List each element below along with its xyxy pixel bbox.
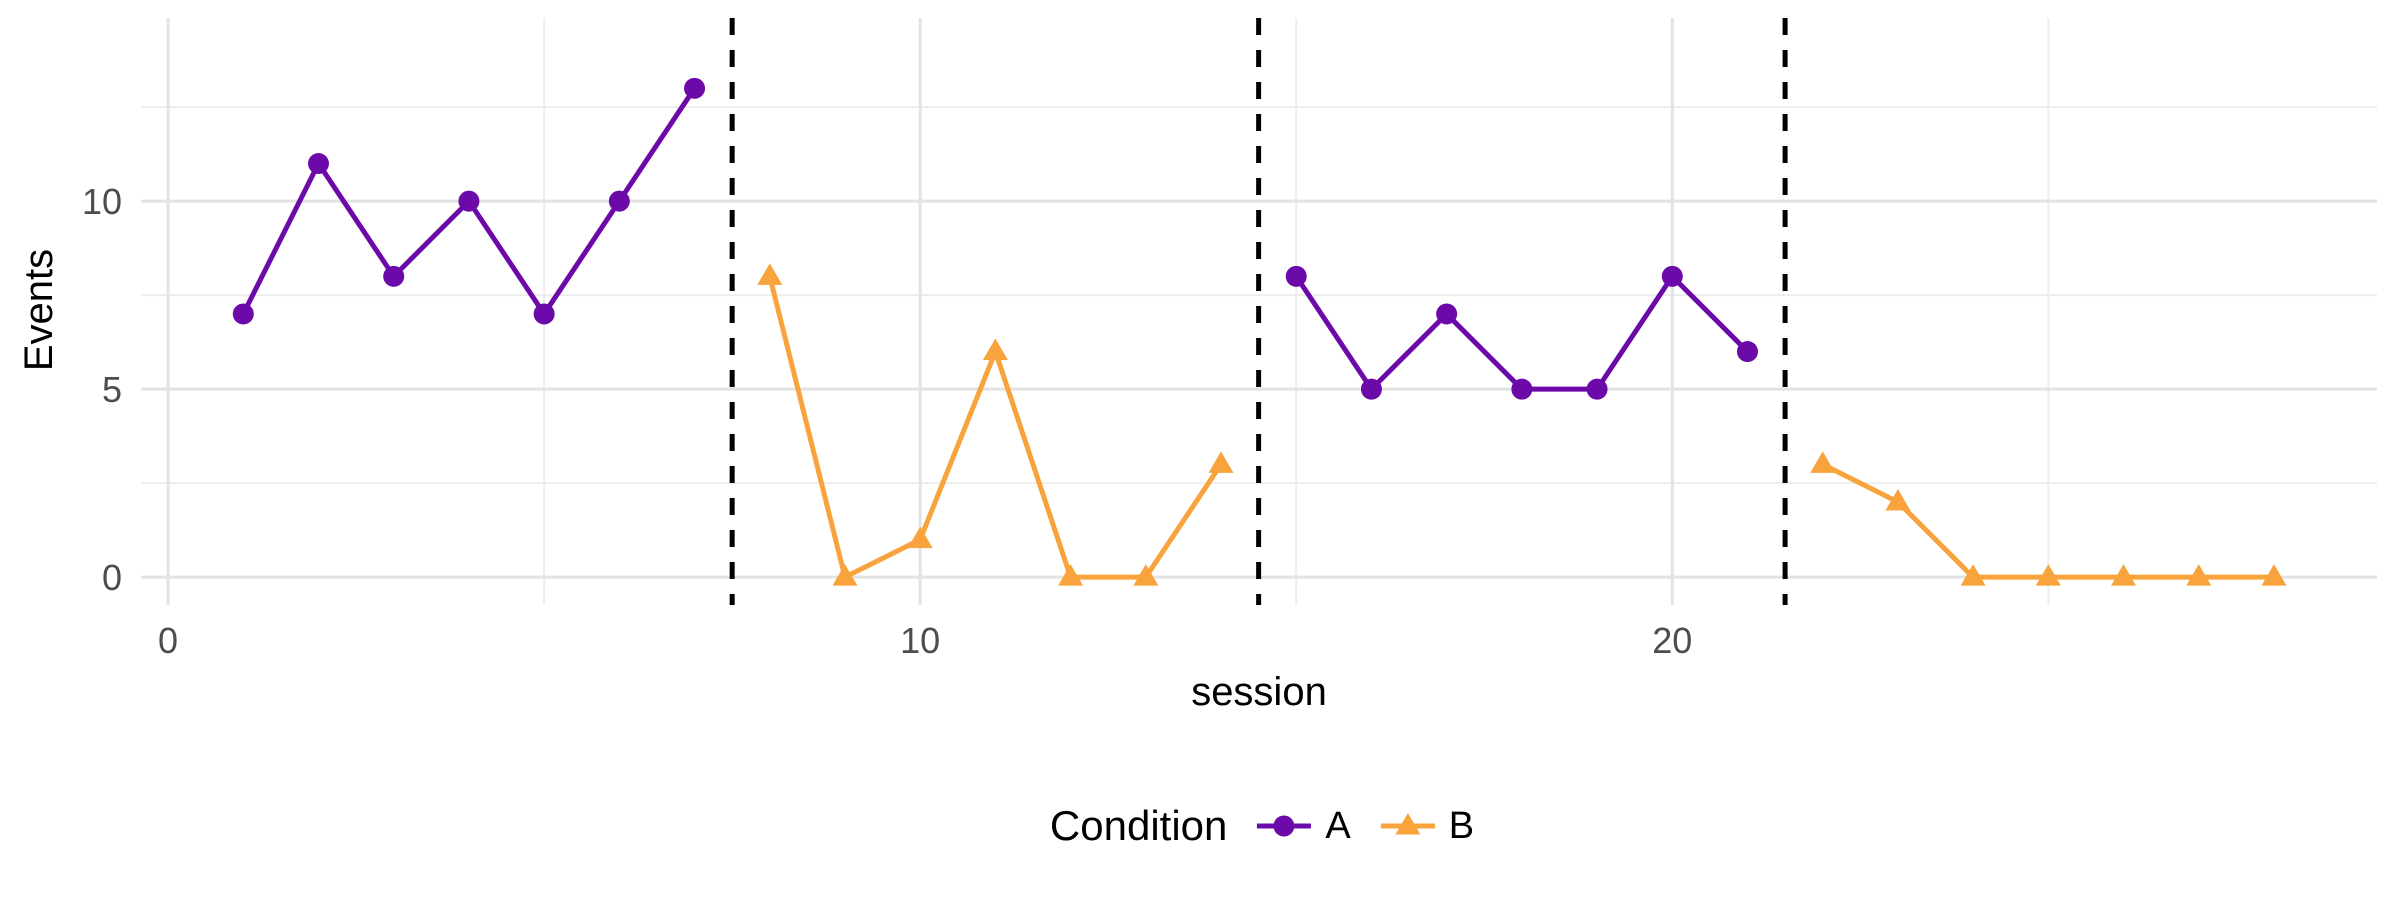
data-point-B: [1058, 564, 1084, 586]
x-axis-title: session: [1191, 670, 1327, 714]
data-point-A: [1511, 378, 1533, 400]
series-line-A-phase-3: [1293, 273, 1750, 392]
data-point-A: [684, 77, 706, 99]
data-point-B: [2186, 564, 2212, 586]
legend-key-marker: [1273, 815, 1295, 837]
legend-label-a: A: [1325, 805, 1351, 847]
data-point-B: [2035, 564, 2061, 586]
data-point-A: [533, 303, 555, 325]
data-point-B: [832, 564, 858, 586]
data-point-B: [1208, 451, 1234, 473]
data-point-B: [1810, 451, 1836, 473]
legend-title: Condition: [1049, 802, 1228, 849]
data-point-A: [1285, 265, 1307, 287]
series-A-phase-3: [1285, 265, 1758, 400]
legend-key-b-icon: [1380, 813, 1435, 835]
data-point-A: [383, 265, 405, 287]
y-axis-title: Events: [17, 248, 61, 372]
data-point-A: [232, 303, 254, 325]
y-tick-label: 0: [102, 557, 122, 598]
legend-key-a-icon: [1257, 815, 1312, 837]
data-point-B: [757, 263, 783, 285]
y-tick-label: 5: [102, 369, 122, 410]
legend-item-a: A: [1255, 805, 1351, 847]
data-point-A: [1586, 378, 1608, 400]
legend-item-b: B: [1379, 807, 1474, 845]
data-point-A: [458, 190, 480, 212]
x-tick-label: 20: [1652, 620, 1692, 661]
data-point-B: [907, 526, 933, 549]
data-point-B: [2111, 564, 2137, 586]
data-point-A: [1661, 265, 1683, 287]
data-point-B: [1960, 564, 1986, 586]
data-point-B: [982, 338, 1008, 361]
y-tick-label: 10: [82, 181, 122, 222]
data-point-B: [1133, 564, 1159, 586]
legend: Condition A B: [1050, 805, 1474, 847]
series-B-phase-4: [1810, 451, 2287, 586]
data-point-B: [2261, 564, 2287, 586]
data-point-A: [1436, 303, 1458, 325]
legend-key-marker: [1395, 813, 1421, 835]
x-tick-label: 0: [158, 620, 178, 661]
data-point-B: [1885, 488, 1911, 511]
x-tick-label: 10: [900, 620, 940, 661]
data-point-A: [608, 190, 630, 212]
series-B-phase-2: [757, 263, 1234, 586]
data-point-A: [1360, 378, 1382, 400]
series-line-B-phase-2: [767, 273, 1224, 580]
legend-label-b: B: [1448, 805, 1475, 847]
series-A-phase-1: [232, 77, 706, 325]
data-point-A: [307, 153, 329, 175]
data-point-A: [1736, 341, 1758, 363]
